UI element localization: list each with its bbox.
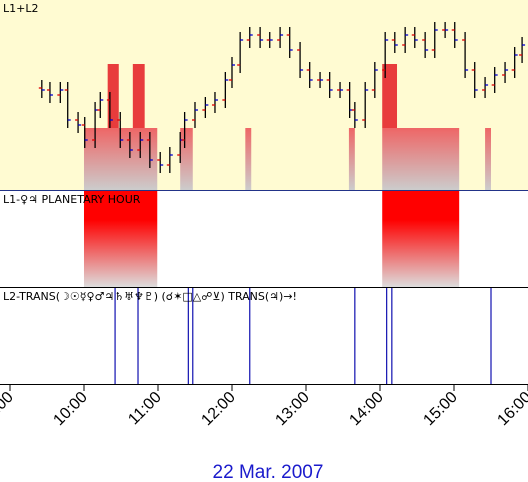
x-tick-label: 15:00	[420, 389, 460, 429]
x-tick-label: 10:00	[50, 389, 90, 429]
panel-title: L1+L2	[3, 2, 38, 15]
zone	[382, 191, 460, 287]
x-tick-label: 13:00	[272, 389, 312, 429]
x-tick-label: 12:00	[198, 389, 238, 429]
panel-title: L2-TRANS(☽☉☿♀♂♃♄♅♆♇) (☌✶□△☍⊻) TRANS(♃)→!	[3, 290, 297, 303]
zone	[382, 64, 398, 128]
x-tick-label: 16:00	[494, 389, 528, 429]
zone	[485, 128, 491, 190]
x-tick-label: 9:00	[0, 389, 17, 423]
x-tick-label: 11:00	[125, 389, 165, 429]
x-tick-label: 14:00	[346, 389, 386, 429]
zone	[83, 191, 158, 287]
zone	[132, 64, 145, 128]
zone	[180, 128, 193, 190]
zone	[348, 128, 355, 190]
zone	[107, 64, 119, 128]
panel-background	[0, 288, 528, 384]
zone	[382, 128, 460, 190]
zone	[245, 128, 252, 190]
panel-title: L1-♀♃ PLANETARY HOUR	[3, 193, 141, 206]
date-label: 22 Mar. 2007	[213, 462, 324, 482]
